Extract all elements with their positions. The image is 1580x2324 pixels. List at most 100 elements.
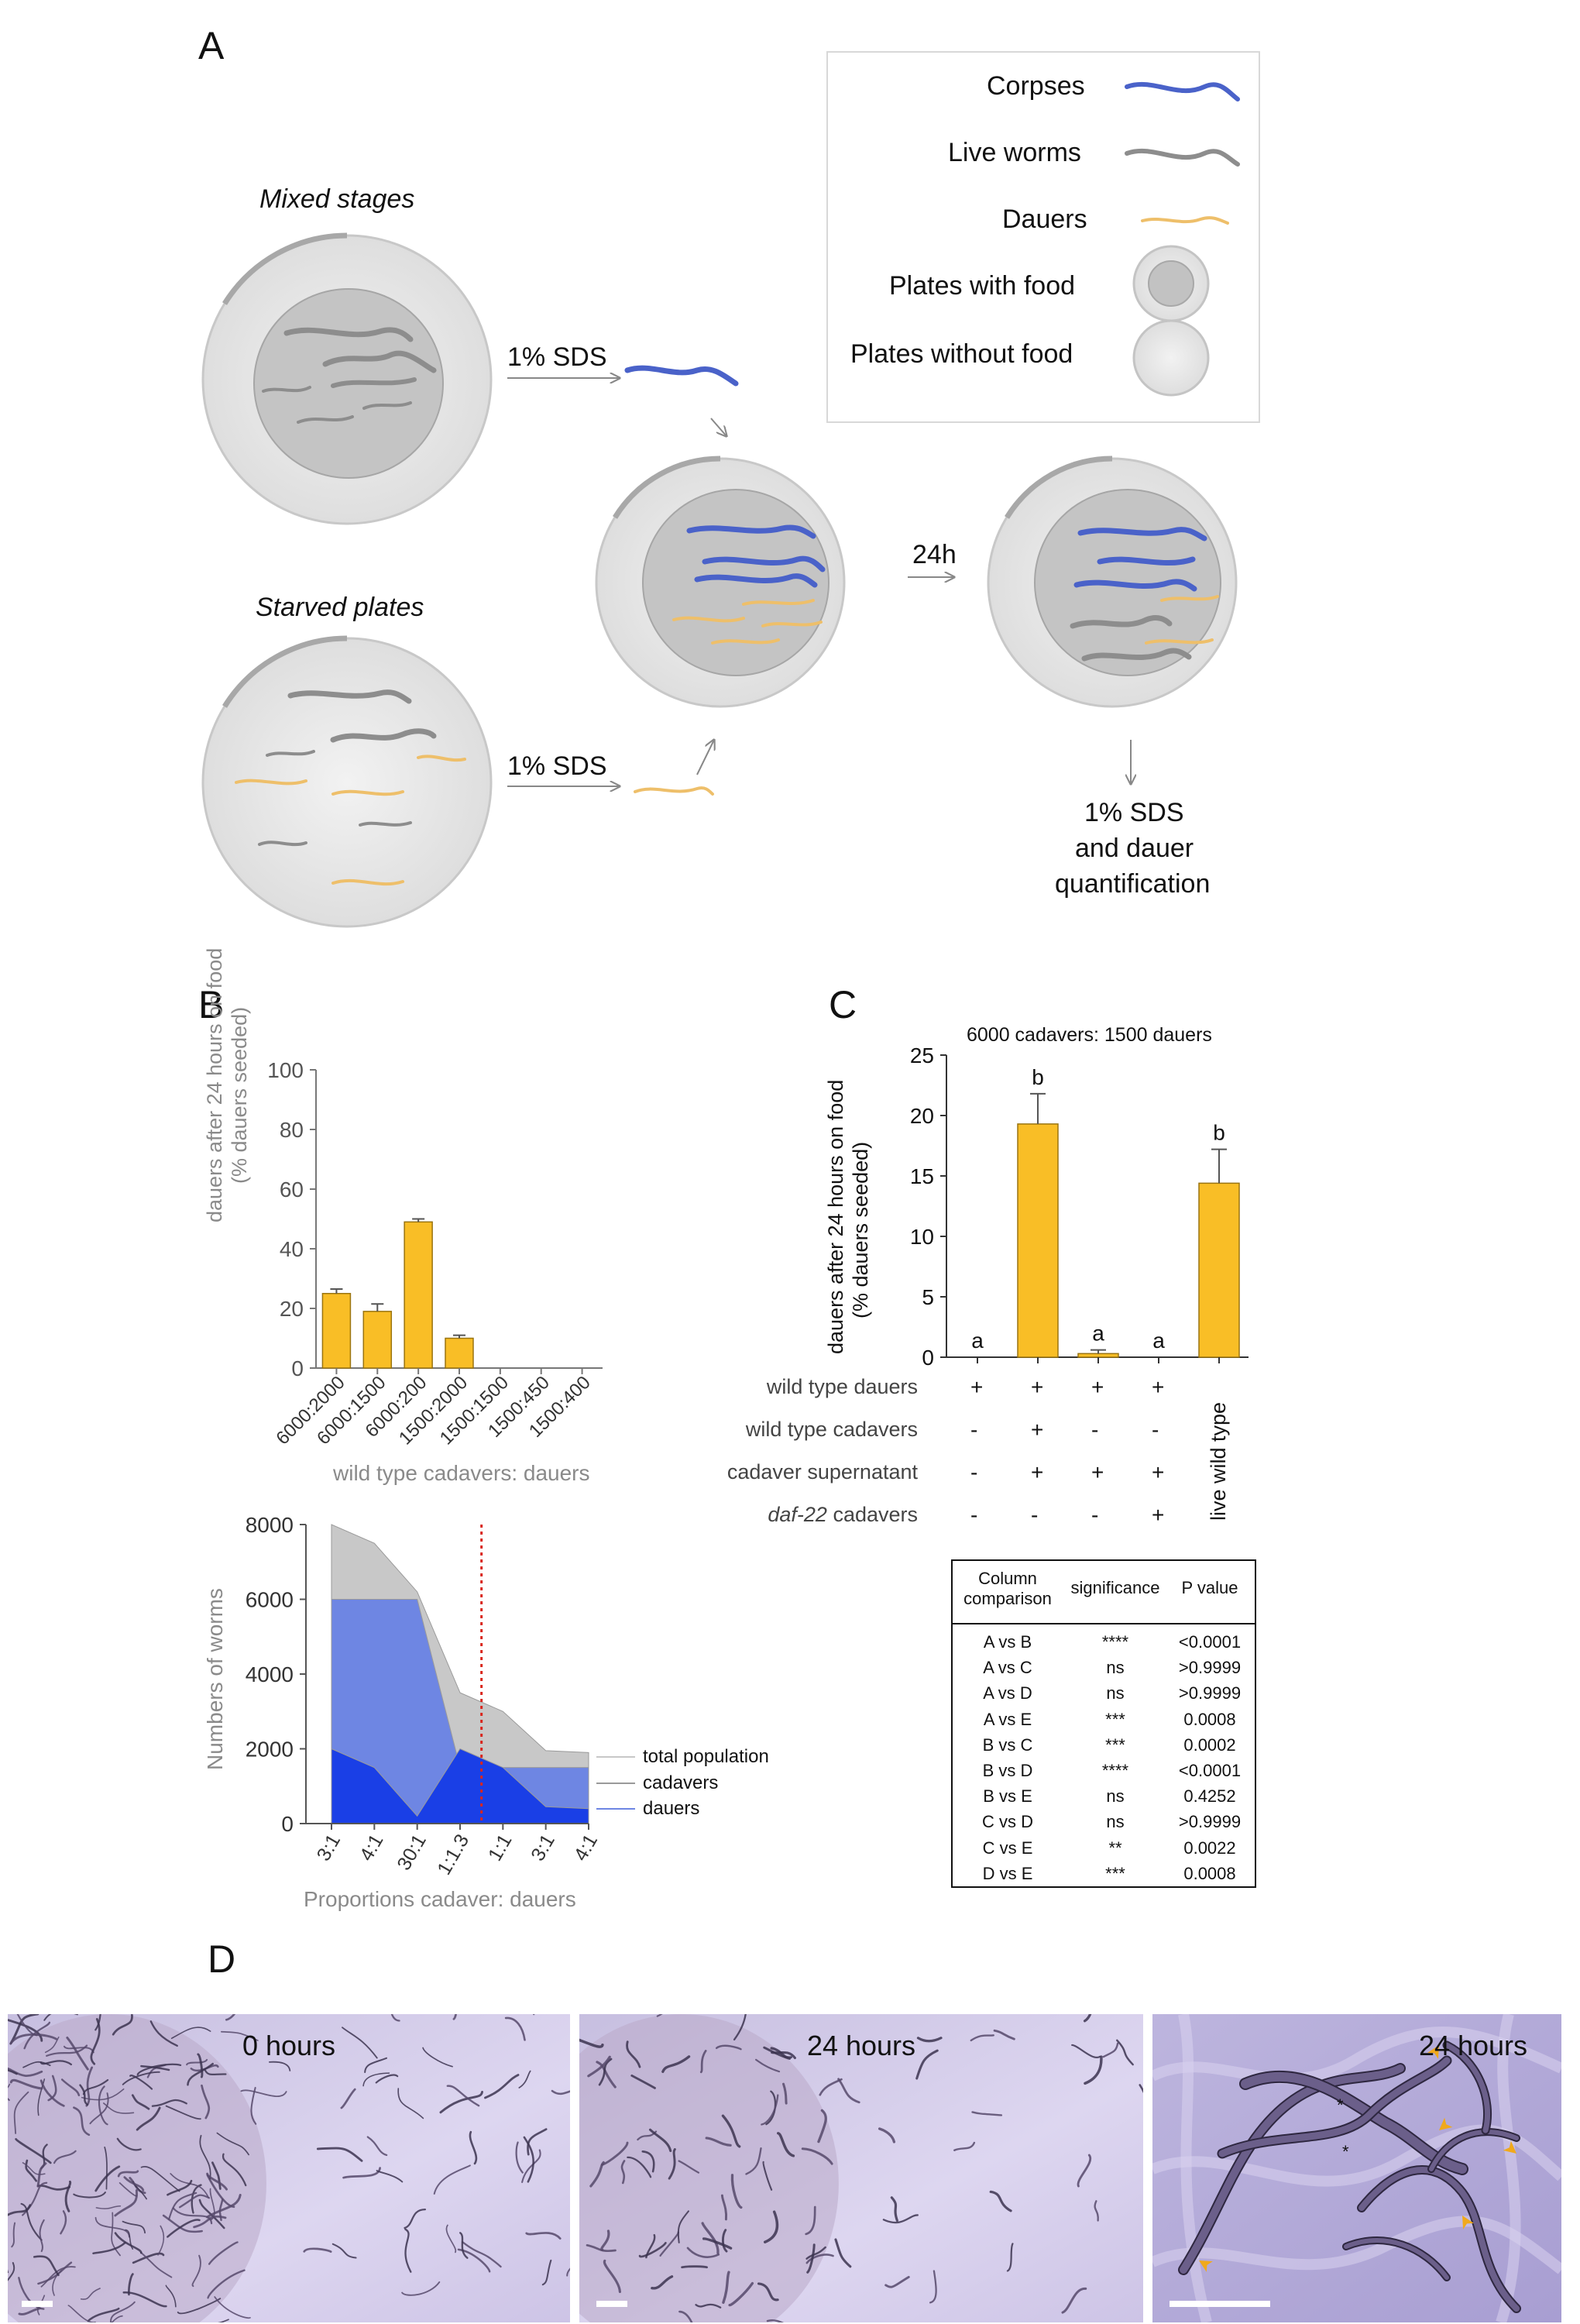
worm [695,2303,722,2309]
y-tick-label: 0 [281,1812,294,1836]
table-cell-pvalue: 0.0022 [1183,1838,1236,1858]
worm [777,2132,795,2157]
asterisk-marker: * [1342,2142,1349,2161]
combined-plate-worms [672,524,826,645]
worm [340,2088,356,2109]
worm [620,2160,626,2185]
table-cell-comparison: B vs D [982,1761,1033,1780]
bar [404,1221,433,1369]
worm [206,2193,242,2219]
worm [172,2207,213,2225]
agar-ridge [1152,2216,1561,2274]
y-tick-label: 100 [267,1058,304,1082]
starved-plates-label: Starved plates [256,593,424,622]
table-cell-pvalue: <0.0001 [1178,1632,1242,1652]
worm [701,2222,720,2255]
worm [953,2141,976,2151]
table-cell-pvalue: 0.4252 [1183,1786,1236,1807]
worm [837,2078,860,2104]
worm [129,2075,153,2090]
worm [1444,2042,1491,2133]
table-row: A vs D ns >0.9999 [953,1680,1255,1707]
worm [766,2319,785,2322]
table-cell-comparison: A vs C [983,1658,1032,1678]
worm [122,2220,146,2234]
table-cell-significance: ns [1106,1683,1125,1703]
worm [81,2088,125,2101]
panel-c-letter: C [829,983,857,1026]
micrograph-24h-high: * * 24 hours [1152,2014,1561,2322]
worm [971,2111,1003,2116]
arrow-marker [1439,2117,1453,2130]
worm [33,2255,60,2277]
worm [90,2018,101,2065]
worm [627,2156,652,2178]
worm [22,2162,46,2175]
worm [890,2196,898,2222]
worm [993,2029,1015,2040]
table-row: C vs E ** 0.0022 [953,1835,1255,1862]
y-tick-label: 25 [910,1043,934,1067]
condition-row-label-text: wild type cadavers [745,1418,918,1441]
worm [989,2190,1012,2212]
worm [111,2315,123,2322]
worm [36,2162,47,2188]
table-cell-comparison: B vs E [983,1786,1032,1807]
y-tick-label: 60 [280,1177,304,1202]
condition-mark: + [1031,1375,1044,1399]
table-cell-pvalue: >0.9999 [1178,1683,1242,1703]
worm [1006,2243,1014,2272]
worm [446,2085,480,2107]
worm [817,2109,827,2144]
worm [186,2058,208,2066]
agar-ridge [1178,2014,1212,2322]
table-cell-significance: ** [1108,1838,1122,1858]
worm [551,2089,570,2095]
chart-b2-legend-total: total population [643,1746,769,1767]
worm [376,2170,404,2183]
worm [603,2259,621,2294]
worm [397,2088,424,2119]
worm [763,2210,779,2243]
worm [149,2020,178,2047]
condition-mark: + [1031,1418,1044,1442]
worm [1083,2014,1092,2023]
condition-mark: - [1031,1503,1039,1527]
arrow-down-to-plate [710,418,726,436]
chart-c-ylabel-line2: (% dauers seeded) [849,1141,872,1318]
worm [677,2210,689,2243]
worm [1344,2238,1449,2280]
worm [884,2275,910,2288]
worm [8,2262,15,2281]
panel-d-letter: D [208,1937,236,1981]
worm [85,2066,94,2107]
worm [630,2074,656,2089]
result-plate-rim [1005,456,1113,519]
worm [13,2091,29,2134]
worm [46,2044,88,2057]
stats-header-comparison-line1: Column [978,1569,1037,1588]
worm [98,2085,108,2126]
worm [53,2150,77,2164]
worm [20,2202,43,2241]
worm [170,2173,210,2199]
arrow-marker [1462,2216,1474,2229]
worm [67,2305,96,2322]
worm [1429,2130,1519,2171]
worm [64,2180,72,2212]
y-tick-label: 20 [910,1104,934,1128]
condition-row-label-text: wild type dauers [766,1375,918,1398]
worm [8,2019,43,2042]
worm [204,2069,227,2076]
worm [162,2214,203,2233]
worm [720,2194,728,2221]
result-plate-worms [1070,527,1219,662]
worm [462,2241,502,2268]
mixed-plate-rim [222,232,348,305]
worm [600,2141,629,2166]
table-cell-significance: ns [1106,1658,1125,1678]
worm [240,2089,287,2097]
significance-letter: b [1032,1065,1044,1089]
worm [177,2298,222,2315]
